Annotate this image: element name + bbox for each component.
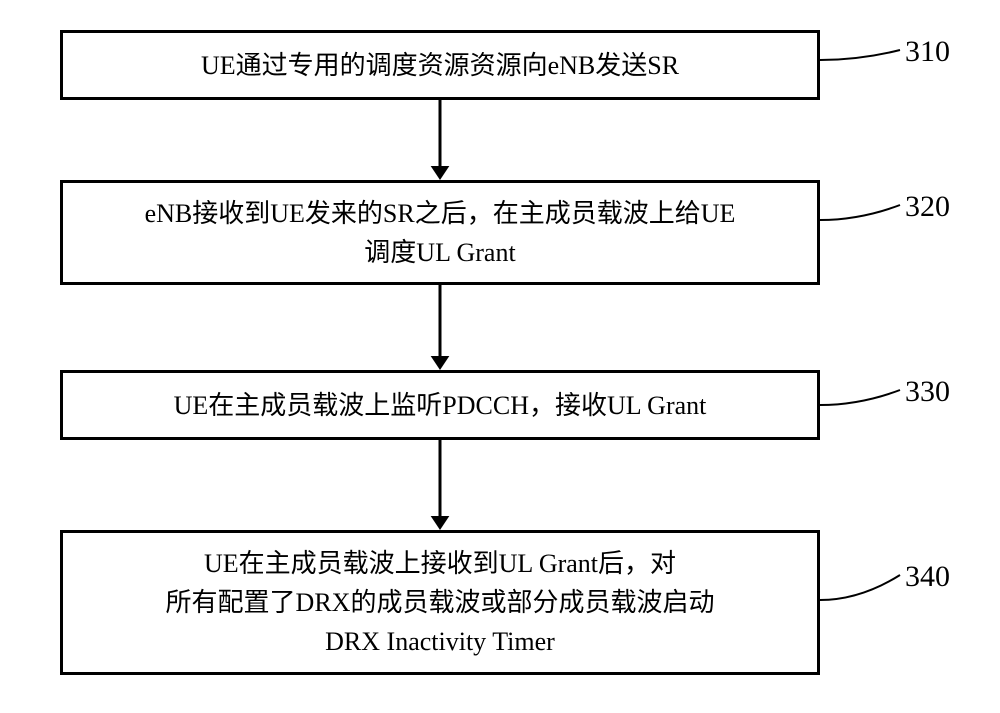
arrow-head-0	[431, 166, 450, 180]
flow-step-b2: eNB接收到UE发来的SR之后，在主成员载波上给UE调度UL Grant	[60, 180, 820, 285]
step-label-l3: 330	[905, 375, 950, 409]
flow-step-text: UE通过专用的调度资源资源向eNB发送SR	[201, 46, 679, 85]
flow-step-b3: UE在主成员载波上监听PDCCH，接收UL Grant	[60, 370, 820, 440]
step-label-l1: 310	[905, 35, 950, 69]
arrow-head-2	[431, 516, 450, 530]
flow-step-text: UE在主成员载波上监听PDCCH，接收UL Grant	[174, 386, 707, 425]
arrow-head-1	[431, 356, 450, 370]
flow-step-text: eNB接收到UE发来的SR之后，在主成员载波上给UE调度UL Grant	[145, 194, 736, 272]
step-label-l4: 340	[905, 560, 950, 594]
leader-line-3	[820, 575, 900, 600]
leader-line-0	[820, 50, 900, 60]
flow-step-b4: UE在主成员载波上接收到UL Grant后，对所有配置了DRX的成员载波或部分成…	[60, 530, 820, 675]
leader-line-1	[820, 205, 900, 220]
leader-line-2	[820, 390, 900, 405]
step-label-l2: 320	[905, 190, 950, 224]
flowchart-canvas: UE通过专用的调度资源资源向eNB发送SR eNB接收到UE发来的SR之后，在主成…	[0, 0, 1000, 713]
flow-step-b1: UE通过专用的调度资源资源向eNB发送SR	[60, 30, 820, 100]
flow-step-text: UE在主成员载波上接收到UL Grant后，对所有配置了DRX的成员载波或部分成…	[166, 544, 715, 661]
